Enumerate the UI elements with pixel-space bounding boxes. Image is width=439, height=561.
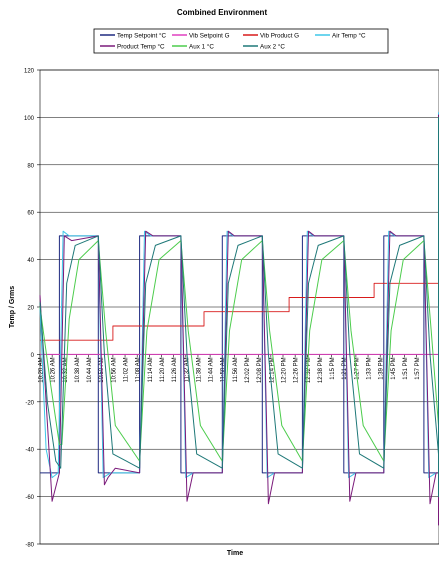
x-tick-label-8: 11:08 AM: [136, 357, 142, 382]
y-axis-label: Temp / Grms: [9, 286, 16, 328]
x-tick-label-4: 10:44 AM: [87, 357, 93, 382]
x-tick-label-18: 12:08 PM: [257, 357, 263, 383]
legend-label-2: Vib Product G: [260, 33, 299, 40]
x-tick-label-27: 1:33 PM: [367, 357, 373, 379]
x-tick-label-31: 1:57 PM: [415, 357, 421, 379]
y-tick-label-6: 40: [27, 258, 34, 264]
x-tick-label-11: 11:26 AM: [172, 357, 178, 382]
y-tick-label-9: 100: [24, 116, 35, 122]
y-tick-label-5: 20: [27, 306, 34, 312]
x-tick-label-16: 11:56 AM: [233, 357, 239, 382]
x-tick-label-1: 10:26 AM: [51, 357, 57, 382]
x-tick-label-20: 12:20 PM: [282, 357, 288, 383]
x-tick-label-7: 11:02 AM: [124, 357, 130, 382]
y-tick-label-10: 120: [24, 69, 35, 75]
x-tick-label-13: 11:38 AM: [196, 357, 202, 382]
x-tick-label-24: 1:15 PM: [330, 357, 336, 379]
legend-label-3: Air Temp °C: [332, 32, 366, 40]
x-tick-label-10: 11:20 AM: [160, 357, 166, 382]
x-tick-label-21: 12:26 PM: [294, 357, 300, 383]
legend-label-5: Aux 1 °C: [189, 43, 214, 51]
x-tick-label-9: 11:14 AM: [148, 357, 154, 382]
y-tick-label-8: 80: [27, 163, 34, 169]
x-tick-label-12: 11:32 AM: [184, 357, 190, 382]
x-tick-label-3: 10:38 AM: [75, 357, 81, 382]
x-tick-label-29: 1:45 PM: [391, 357, 397, 379]
y-tick-label-2: -40: [25, 448, 34, 454]
legend-label-1: Vib Setpoint G: [189, 33, 230, 40]
x-tick-label-14: 11:44 AM: [209, 357, 215, 382]
legend-label-4: Product Temp °C: [117, 43, 165, 51]
legend-label-0: Temp Setpoint °C: [117, 32, 167, 40]
x-tick-label-6: 10:56 AM: [111, 357, 117, 382]
x-tick-label-23: 12:38 PM: [318, 357, 324, 383]
x-tick-label-22: 12:32 PM: [306, 357, 312, 383]
y-tick-label-4: 0: [31, 353, 35, 359]
y-tick-label-3: -20: [25, 400, 34, 406]
x-tick-label-26: 1:27 PM: [354, 357, 360, 379]
y-axis-ticks: -80 -60 -40 -20 0 20 40 60 80 100 120: [24, 69, 40, 549]
x-axis-label: Time: [227, 550, 243, 557]
x-tick-label-30: 1:51 PM: [403, 357, 409, 379]
y-tick-label-7: 60: [27, 211, 34, 217]
x-tick-label-15: 11:50 AM: [221, 357, 227, 382]
x-tick-label-19: 12:14 PM: [269, 357, 275, 383]
legend-label-6: Aux 2 °C: [260, 43, 285, 51]
legend: Temp Setpoint °C Vib Setpoint G Vib Produc…: [100, 32, 366, 51]
x-tick-label-17: 12:02 PM: [245, 357, 251, 383]
legend-box: [93, 28, 389, 54]
chart-title: Combined Environment: [177, 8, 268, 17]
x-tick-label-25: 1:21 PM: [342, 357, 348, 379]
y-tick-label-0: -80: [25, 543, 34, 549]
y-tick-label-1: -60: [25, 495, 34, 501]
x-tick-label-0: 10:20 AM: [39, 357, 45, 382]
x-axis-ticks: 10:20 AM 10:26 AM 10:32 AM 10:38 AM 10:44 AM…: [39, 354, 421, 383]
x-tick-label-5: 10:50 AM: [99, 357, 105, 382]
x-tick-label-28: 1:39 PM: [379, 357, 385, 379]
